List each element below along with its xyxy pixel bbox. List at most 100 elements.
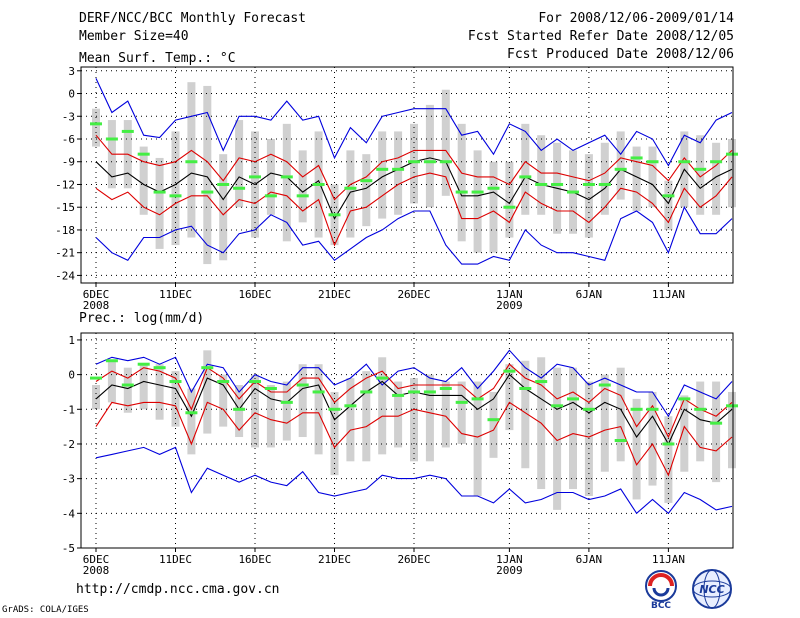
ncc-logo: NCC — [692, 569, 732, 609]
panel-title: Prec.: log(mm/d) — [79, 311, 204, 326]
member-range-box — [362, 154, 371, 227]
source-url[interactable]: http://cmdp.ncc.cma.gov.cn — [76, 582, 280, 597]
observation-marker — [439, 160, 452, 164]
observation-marker — [471, 190, 484, 194]
observation-marker — [551, 404, 564, 408]
observation-marker — [503, 205, 516, 209]
member-range-box — [505, 161, 514, 238]
x-tick-label: 6DEC — [83, 288, 110, 301]
observation-marker — [646, 160, 659, 164]
member-range-box — [664, 416, 673, 503]
x-tick-year-label: 2009 — [496, 299, 523, 312]
y-tick-label: 0 — [68, 369, 75, 382]
member-range-box — [187, 388, 196, 455]
x-tick-label: 26DEC — [397, 553, 430, 566]
member-range-box — [696, 381, 705, 462]
x-tick-label: 11DEC — [159, 288, 192, 301]
observation-marker — [487, 418, 500, 422]
member-range-box — [251, 374, 259, 448]
observation-marker — [376, 376, 389, 380]
member-range-box — [473, 381, 482, 496]
member-range-box — [139, 146, 148, 215]
member-range-box — [187, 82, 196, 238]
observation-marker — [328, 213, 341, 217]
observation-marker — [535, 182, 548, 186]
observation-marker — [376, 167, 389, 171]
observation-marker — [408, 390, 420, 394]
observation-marker — [137, 152, 150, 156]
observation-marker — [662, 442, 675, 446]
ensemble-upper-spread-line — [95, 134, 733, 201]
member-range-box — [680, 395, 689, 472]
observation-marker — [233, 186, 246, 190]
observation-marker — [201, 366, 214, 370]
observation-marker — [90, 376, 102, 380]
member-range-box — [521, 123, 530, 215]
y-tick-label: -3 — [62, 473, 75, 486]
member-range-box — [378, 131, 387, 219]
member-range-box — [346, 378, 355, 462]
member-range-box — [537, 135, 546, 215]
observation-marker — [392, 167, 405, 171]
observation-marker — [519, 175, 532, 179]
observation-marker — [678, 160, 691, 164]
observation-marker — [105, 359, 118, 363]
member-range-box — [362, 371, 371, 462]
member-range-box — [728, 391, 736, 469]
x-tick-label: 26DEC — [397, 288, 430, 301]
member-range-box — [648, 146, 657, 208]
member-range-box — [282, 381, 291, 441]
plot-frame — [80, 332, 734, 549]
observation-marker — [328, 407, 341, 411]
y-tick-label: -12 — [55, 178, 75, 191]
y-tick-label: -15 — [55, 201, 75, 214]
observation-marker — [344, 186, 357, 190]
bcc-logo-text: BCC — [651, 601, 671, 610]
ensemble-upper-spread-line — [95, 363, 733, 439]
observation-marker — [614, 439, 627, 442]
member-range-box — [712, 381, 721, 483]
observation-marker — [455, 190, 468, 194]
y-tick-label: 3 — [68, 65, 75, 78]
observation-marker — [423, 160, 436, 164]
ensemble-min-line — [95, 205, 733, 265]
member-range-box — [728, 139, 736, 208]
observation-marker — [296, 383, 309, 387]
grads-credit: GrADS: COLA/IGES — [2, 605, 89, 615]
member-range-box — [235, 385, 244, 438]
member-range-box — [107, 360, 116, 403]
observation-marker — [710, 421, 723, 425]
member-range-box — [553, 367, 562, 510]
observation-marker — [153, 190, 166, 194]
observation-marker — [646, 407, 659, 411]
observation-marker — [360, 390, 373, 394]
x-tick-year-label: 2008 — [83, 299, 110, 312]
member-range-box — [203, 85, 212, 265]
member-range-box — [235, 120, 244, 208]
plot-frame — [80, 66, 734, 284]
y-tick-label: -2 — [62, 438, 75, 451]
observation-marker — [598, 182, 611, 186]
y-tick-label: 1 — [68, 334, 75, 347]
panel-title: Mean Surf. Temp.: °C — [79, 51, 236, 66]
observation-marker — [582, 407, 595, 411]
member-range-box — [473, 150, 482, 253]
x-tick-label: 1JAN — [496, 288, 523, 301]
observation-marker — [614, 167, 627, 171]
member-range-box — [314, 364, 323, 455]
member-range-box — [648, 391, 657, 486]
x-tick-label: 21DEC — [318, 553, 351, 566]
observation-marker — [312, 182, 325, 186]
member-range-box — [600, 142, 609, 215]
x-tick-label: 6DEC — [83, 553, 110, 566]
member-range-box — [219, 154, 228, 261]
member-range-box — [219, 374, 228, 427]
member-range-box — [155, 364, 164, 420]
member-range-box — [394, 381, 403, 448]
member-range-box — [394, 131, 403, 215]
x-tick-label: 1JAN — [496, 553, 523, 566]
ensemble-max-line — [95, 349, 733, 418]
member-range-box — [489, 391, 498, 458]
